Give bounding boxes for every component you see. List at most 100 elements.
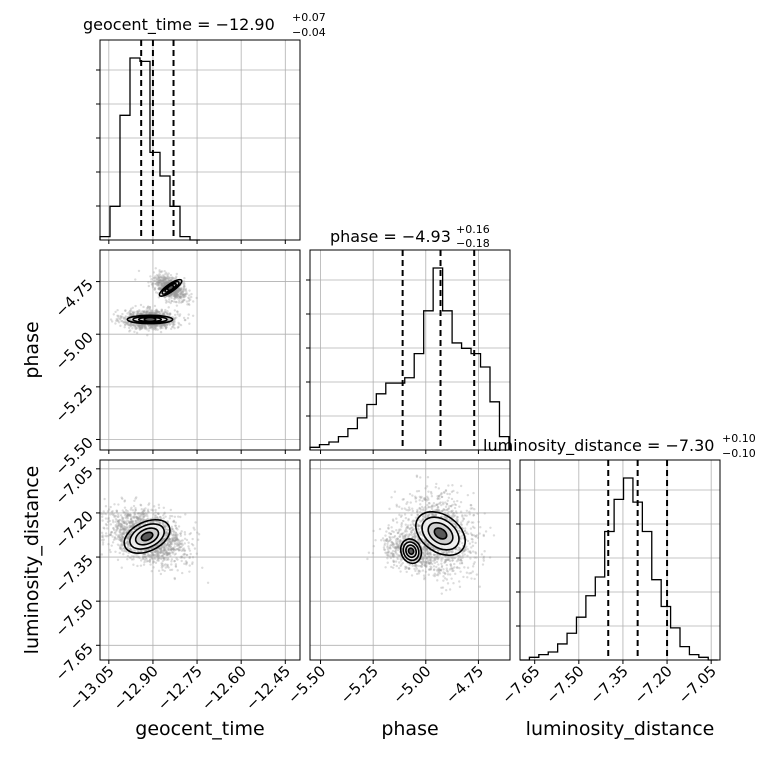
sample-point	[167, 281, 170, 284]
sample-point	[109, 523, 113, 526]
sample-point	[174, 565, 178, 569]
sample-point	[151, 311, 155, 315]
sample-point	[164, 277, 168, 280]
sample-point	[182, 287, 186, 290]
sample-point	[125, 550, 128, 553]
sample-point	[162, 275, 165, 278]
sample-point	[183, 298, 186, 302]
sample-point	[129, 513, 133, 517]
sample-point	[179, 288, 182, 292]
sample-point	[185, 290, 188, 293]
sample-point	[101, 541, 105, 544]
sample-point	[101, 515, 104, 519]
sample-point	[173, 316, 177, 320]
sample-point	[123, 316, 127, 319]
sample-point	[159, 326, 163, 330]
sample-point	[154, 324, 158, 327]
sample-point	[398, 505, 401, 509]
sample-point	[427, 490, 430, 493]
sample-point	[180, 556, 184, 559]
sample-point	[109, 513, 112, 516]
sample-point	[453, 506, 457, 510]
sample-point	[436, 579, 439, 582]
sample-point	[155, 516, 159, 519]
sample-point	[456, 566, 459, 569]
sample-point	[184, 294, 187, 298]
sample-point	[124, 315, 128, 318]
sample-point	[128, 317, 132, 321]
sample-point	[145, 310, 149, 314]
sample-point	[148, 323, 152, 327]
sample-point	[134, 507, 137, 510]
sample-point	[441, 509, 444, 512]
sample-point	[449, 563, 452, 566]
sample-point	[139, 327, 143, 331]
sample-point	[157, 277, 161, 280]
sample-point	[168, 312, 171, 315]
sample-point	[142, 311, 146, 314]
sample-point	[445, 563, 449, 567]
sample-point	[470, 504, 473, 507]
sample-point	[181, 292, 184, 296]
sample-point	[180, 559, 183, 563]
sample-point	[386, 542, 389, 546]
sample-point	[174, 316, 178, 319]
sample-point	[169, 547, 172, 550]
sample-point	[177, 515, 180, 518]
sample-point	[173, 297, 176, 301]
sample-point	[173, 323, 176, 326]
sample-point	[173, 326, 176, 330]
sample-point	[179, 295, 182, 299]
sample-point	[465, 571, 469, 574]
sample-point	[157, 503, 161, 507]
sample-point	[169, 313, 172, 316]
sample-point	[163, 313, 166, 316]
sample-point	[170, 276, 174, 280]
sample-point	[149, 323, 152, 327]
sample-point	[464, 527, 467, 530]
sample-point	[123, 323, 127, 327]
sample-point	[175, 275, 178, 278]
sample-point	[187, 296, 190, 299]
sample-point	[158, 287, 161, 291]
sample-point	[174, 294, 178, 298]
sample-point	[110, 510, 113, 514]
sample-point	[158, 283, 161, 286]
histogram-geocent_time	[99, 57, 200, 241]
sample-point	[150, 569, 153, 573]
sample-point	[142, 310, 146, 313]
sample-point	[129, 312, 132, 316]
sample-point	[166, 309, 169, 313]
sample-point	[159, 284, 163, 287]
sample-point	[100, 535, 104, 538]
sample-point	[423, 509, 427, 512]
sample-point	[173, 292, 177, 295]
sample-point	[188, 303, 191, 307]
sample-point	[175, 296, 178, 299]
sample-point	[471, 540, 474, 544]
sample-point	[159, 312, 162, 316]
y-tick-label-phase-1: −5.25	[52, 381, 97, 426]
sample-point	[156, 284, 159, 287]
sample-point	[461, 515, 464, 518]
sample-point	[155, 276, 158, 279]
sample-point	[142, 310, 146, 314]
panel-frame	[99, 39, 301, 241]
sample-point	[162, 517, 165, 520]
sample-point	[176, 289, 179, 292]
sample-point	[149, 311, 153, 314]
sample-point	[151, 311, 155, 314]
sample-point	[136, 324, 140, 327]
sample-point	[127, 311, 131, 314]
sample-point	[469, 527, 473, 530]
sample-point	[139, 326, 142, 330]
sample-point	[157, 310, 161, 314]
sample-point	[415, 474, 419, 477]
sample-point	[134, 497, 137, 500]
sample-point	[165, 551, 169, 554]
sample-point	[181, 571, 184, 575]
panel-phase-phase	[306, 249, 511, 454]
sample-point	[153, 505, 156, 508]
sample-point	[148, 312, 151, 316]
sample-point	[126, 557, 129, 561]
